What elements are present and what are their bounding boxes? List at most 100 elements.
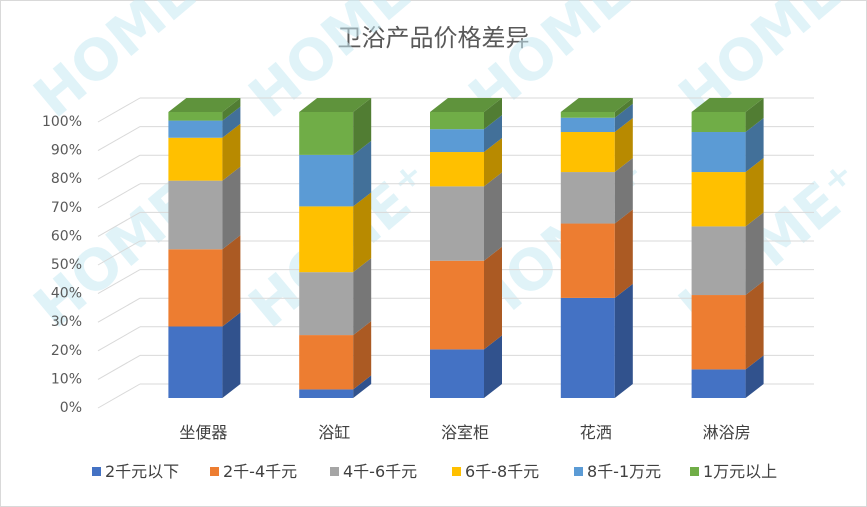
bar-segment: [168, 249, 223, 327]
y-tick-label: 10%: [51, 371, 82, 387]
bar-segment: [168, 326, 223, 398]
bar-segment: [430, 186, 484, 261]
legend-label: 6千-8千元: [465, 462, 539, 481]
bar-segment: [168, 180, 223, 250]
bar-segment-side: [484, 115, 502, 153]
x-tick-label: 淋浴房: [703, 423, 751, 442]
bar-segment-top: [430, 98, 502, 112]
gridline-diagonal: [97, 297, 141, 323]
bar-segment-side: [745, 212, 764, 296]
legend-label: 2千-4千元: [223, 462, 297, 481]
y-tick-label: 80%: [51, 171, 82, 187]
y-tick-label: 40%: [51, 286, 82, 302]
bar-segment-side: [353, 192, 372, 273]
legend-swatch: [92, 467, 101, 476]
bar-segment: [430, 260, 484, 350]
x-tick-label: 花洒: [580, 423, 612, 442]
bar-segment: [691, 295, 746, 370]
bar-segment-side: [614, 158, 633, 224]
bar-segment-side: [484, 246, 502, 350]
bar-segment-side: [353, 98, 372, 155]
bar-segment-side: [353, 258, 372, 336]
gridline-diagonal: [97, 126, 141, 152]
bar-segment-side: [484, 335, 502, 398]
bar-segment-side: [484, 172, 502, 261]
y-tick-label: 30%: [51, 314, 82, 330]
gridline-diagonal: [97, 211, 141, 237]
gridline-diagonal: [97, 326, 141, 352]
bar-segment: [560, 172, 615, 224]
legend-swatch: [574, 467, 583, 476]
bar-segment: [691, 369, 746, 398]
bar-segment: [430, 152, 484, 187]
y-tick-label: 0%: [60, 400, 82, 416]
bar-segment: [299, 272, 354, 336]
gridline-diagonal: [97, 154, 141, 180]
legend-swatch: [690, 467, 699, 476]
legend-item: 2千-4千元: [210, 462, 297, 481]
bar-segment: [168, 112, 223, 121]
bar-segment: [691, 172, 746, 227]
bar-segment: [299, 154, 354, 207]
bar-segment-side: [614, 103, 633, 133]
gridline-diagonal: [97, 183, 141, 209]
bar-segment-side: [353, 375, 372, 398]
bars: [168, 98, 764, 398]
gridline-diagonal: [97, 354, 141, 380]
bar-segment: [560, 132, 615, 173]
legend-item: 8千-1万元: [574, 462, 661, 481]
bar-segment-side: [745, 98, 764, 133]
bar-segment: [691, 132, 746, 173]
chart-title: 卫浴产品价格差异: [337, 24, 530, 52]
bar-segment: [430, 112, 484, 130]
bar-segment-side: [353, 140, 372, 207]
legend-item: 6千-8千元: [452, 462, 539, 481]
bar-segment-side: [614, 118, 633, 173]
bar-segment: [691, 226, 746, 296]
bar-segment-side: [614, 98, 633, 118]
bar-segment: [430, 349, 484, 398]
y-tick-label: 20%: [51, 343, 82, 359]
legend-item: 1万元以上: [690, 462, 777, 481]
bar-segment-side: [484, 138, 502, 187]
bar-segment-side: [222, 235, 241, 327]
x-tick-label: 坐便器: [179, 423, 227, 442]
x-tick-label: 浴室柜: [441, 423, 489, 442]
legend-swatch: [210, 467, 219, 476]
bar-segment: [691, 112, 746, 133]
bar-segment-side: [745, 281, 764, 370]
bar-segment: [299, 335, 354, 390]
bar-segment-side: [222, 123, 241, 181]
legend-label: 8千-1万元: [587, 462, 661, 481]
bar-segment-side: [222, 312, 241, 398]
legend-label: 4千-6千元: [343, 462, 417, 481]
bar-segment-top: [691, 98, 764, 112]
y-tick-label: 60%: [51, 228, 82, 244]
y-tick-label: 50%: [51, 257, 82, 273]
bar-segment: [299, 206, 354, 273]
bar-segment-top: [299, 98, 372, 112]
bar-stack-4: [560, 98, 633, 398]
bar-segment-side: [614, 209, 633, 298]
y-axis: 0% 10% 20% 30% 40% 50% 60% 70% 80% 90% 100%: [42, 114, 82, 416]
gridline-diagonal: [97, 97, 141, 123]
x-axis: 坐便器 浴缸 浴室柜 花洒 淋浴房: [179, 423, 750, 442]
bar-stack-2: [299, 98, 372, 398]
bar-segment: [560, 297, 615, 398]
legend-swatch: [452, 467, 461, 476]
bar-stack-3: [430, 98, 502, 398]
bar-segment: [560, 112, 615, 118]
bar-segment: [168, 120, 223, 138]
bar-segment-top: [168, 98, 241, 112]
bar-segment-side: [222, 106, 241, 138]
legend-item: 2千元以下: [92, 462, 179, 481]
y-tick-label: 70%: [51, 200, 82, 216]
bar-segment: [168, 137, 223, 181]
y-tick-label: 100%: [42, 114, 82, 130]
legend-swatch: [330, 467, 339, 476]
bar-segment: [299, 112, 354, 155]
bar-stack-5: [691, 98, 764, 398]
legend-item: 4千-6千元: [330, 462, 417, 481]
bar-segment: [299, 389, 354, 398]
